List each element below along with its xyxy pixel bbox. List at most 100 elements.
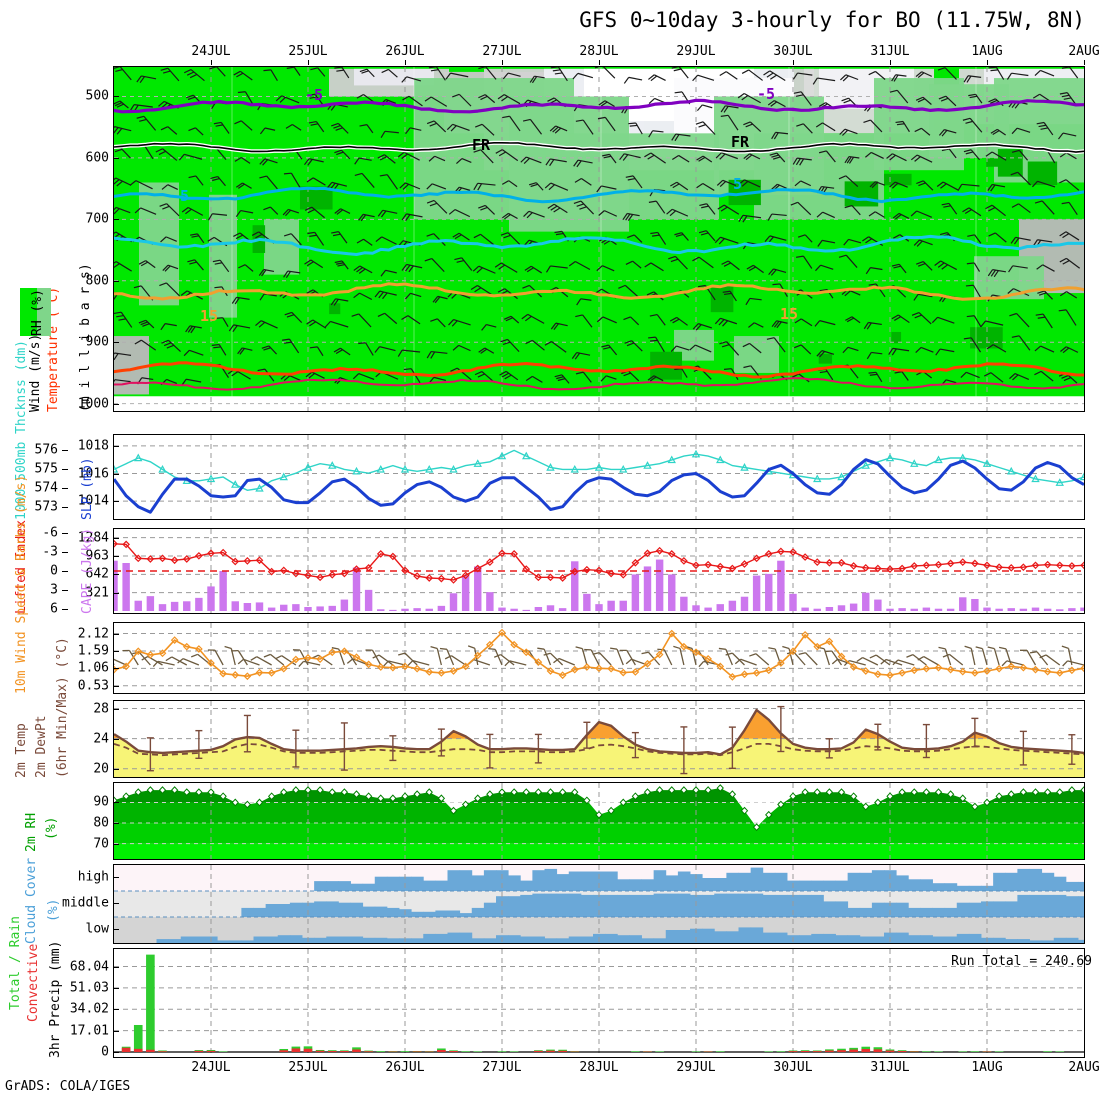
axis-label-minmax: (6hr Min/Max) (°C) [55,637,70,778]
y-tick-mark [113,768,119,770]
x-tick [987,60,988,65]
y-tick-mark [113,1052,119,1053]
x-date-label: 1AUG [971,44,1003,59]
y-tick-label: 1014 [77,493,109,509]
y-tick-mark [113,537,119,539]
y-tick-label: 68.04 [69,959,109,974]
x-date-label: 27JUL [482,44,522,59]
rh-legend-swatch-high [20,288,37,336]
y-tick-label: 17.01 [69,1023,109,1039]
y-tick-label: 574 [34,480,58,496]
y-tick-label: 0.53 [77,678,109,694]
x-tick [696,60,697,65]
x-tick [1084,60,1085,65]
y-tick-label: 90 [93,794,109,810]
x-date-label: 30JUL [773,44,813,59]
x-tick [599,60,600,65]
y-tick-mark [113,650,119,652]
y-tick-mark [113,1009,119,1011]
y-tick-mark [62,469,68,471]
y-tick-mark [113,738,119,740]
y-tick-mark [113,280,119,282]
y-tick-label: 0 [101,1044,109,1060]
y-tick-mark [62,488,68,490]
x-date-label-bottom: 28JUL [579,1060,619,1075]
temp2m-panel [113,700,1085,778]
cloud-row-label: low [85,921,109,937]
cloud-row-label: middle [62,895,109,911]
y-tick-label: 0 [50,563,58,579]
y-tick-mark [113,633,119,635]
axis-label-temp2m: 2m Temp [14,723,29,778]
y-tick-mark [113,501,119,503]
cape-li-panel [113,528,1085,614]
isotherm-label: 15 [200,307,219,325]
y-tick-mark [113,877,119,878]
rh-legend-swatch-mid [37,288,51,336]
y-tick-label: 321 [85,585,109,601]
y-tick-mark [113,219,119,221]
axis-label-cloud: Cloud Cover [24,857,39,944]
y-tick-label: 24 [93,731,109,747]
y-tick-label: 80 [93,815,109,831]
isotherm-label: -5 [757,85,776,103]
x-date-label-bottom: 30JUL [773,1060,813,1075]
y-tick-label: 1000 [77,396,109,412]
y-tick-label: 700 [85,211,109,227]
y-tick-label: 573 [34,499,58,515]
y-tick-mark [113,929,119,930]
page-title: GFS 0~10day 3-hourly for BO (11.75W, 8N) [579,8,1085,32]
cloud-row-label: high [77,869,109,885]
axis-label-wind10m: 10m Wind Speed & Barbs (m/s) [14,474,29,694]
y-tick-label: 576 [34,442,58,458]
x-date-label: 24JUL [191,44,231,59]
y-tick-label: -6 [42,525,58,541]
axis-label-dewpt2m: 2m DewPt [34,715,49,778]
axis-label-precip-total: Total / Rain [8,916,23,1010]
y-tick-label: 1016 [77,466,109,482]
axis-label-cape: CAPE (J/kg) [80,527,95,614]
rh2m-panel [113,782,1085,860]
x-date-label: 28JUL [579,44,619,59]
axis-label-slp: SLP (mb) [80,457,95,520]
precip-plot [114,949,1084,1057]
upper-air-plot [114,67,1084,411]
axis-label-precip-axis: 3hr Precip (mm) [48,940,63,1058]
slp-thickness-plot [114,435,1084,519]
y-tick-mark [113,473,119,475]
y-tick-label: 51.03 [69,980,109,996]
x-date-label-bottom: 2AUG [1068,1060,1100,1075]
y-tick-mark [113,802,119,804]
axis-label-rh: RH (%) [30,289,45,336]
y-tick-mark [113,823,119,825]
y-tick-mark [113,903,119,904]
y-tick-label: 28 [93,701,109,717]
wind10m-panel [113,622,1085,694]
x-date-label: 26JUL [385,44,425,59]
x-date-label-bottom: 27JUL [482,1060,522,1075]
y-tick-label: 1018 [77,438,109,454]
wind10m-plot [114,623,1084,693]
y-tick-mark [113,592,119,594]
precip-panel [113,948,1085,1058]
y-tick-mark [113,966,119,968]
axis-label-wind: Wind (m/s) [28,333,43,412]
x-tick [211,60,212,65]
y-tick-label: 34.02 [69,1001,109,1017]
isotherm-label: 5 [733,175,743,193]
x-tick [502,60,503,65]
y-tick-label: 1.59 [77,643,109,659]
x-date-label: 31JUL [870,44,910,59]
y-tick-mark [113,1030,119,1032]
y-tick-label: 3 [50,582,58,598]
y-tick-mark [113,843,119,845]
y-tick-mark [62,552,68,553]
axis-label-millibars: (m i l l i b a r s) [78,263,93,412]
y-tick-mark [113,668,119,670]
x-date-label: 2AUG [1068,44,1100,59]
y-tick-label: 642 [85,566,109,582]
isotherm-label: FR [731,133,750,151]
temp2m-plot [114,701,1084,777]
y-tick-label: 6 [50,601,58,617]
